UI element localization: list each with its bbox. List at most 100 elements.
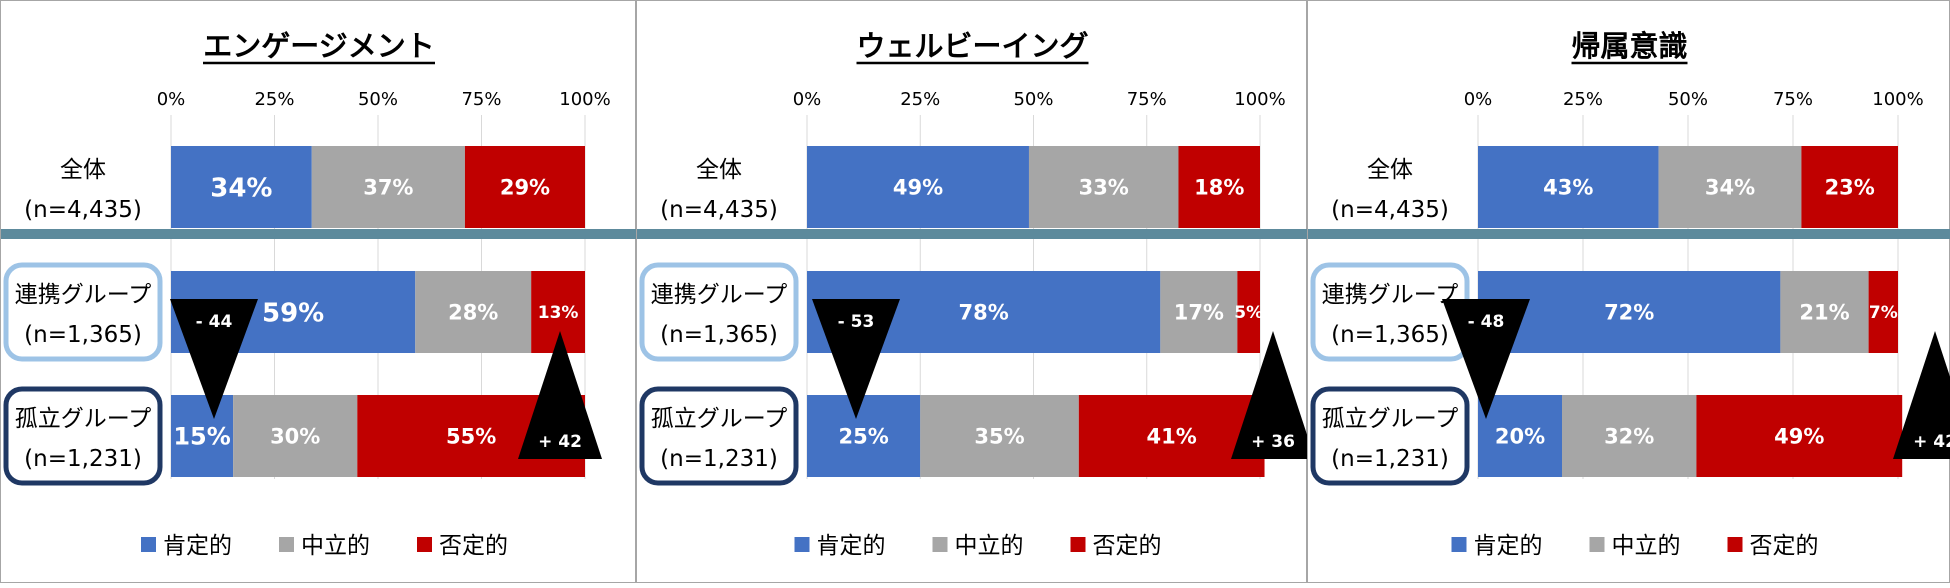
row-count-all: (n=4,435)	[1331, 197, 1449, 223]
data-label: 15%	[173, 423, 230, 451]
decrease-indicator	[1442, 299, 1530, 419]
data-label: 55%	[446, 425, 496, 449]
row-count-all: (n=4,435)	[660, 197, 778, 223]
isolated-group-label-box	[1310, 386, 1470, 486]
legend-label-neutral: 中立的	[301, 533, 370, 559]
row-label-allied: 連携グループ	[15, 282, 152, 308]
tick-label: 75%	[461, 89, 501, 110]
data-label: 20%	[1495, 425, 1545, 449]
allied-group-label-box	[3, 262, 163, 362]
data-label: 41%	[1147, 425, 1197, 449]
tick-label: 0%	[157, 89, 186, 110]
legend-swatch-neutral	[1589, 537, 1605, 552]
legend-label-negative: 否定的	[439, 533, 508, 559]
tick-label: 75%	[1773, 89, 1813, 110]
bar-all-positive	[1478, 146, 1659, 228]
divider-band	[1, 229, 637, 239]
legend-swatch-neutral	[279, 537, 294, 552]
data-label: 23%	[1825, 176, 1875, 200]
bar-all-positive	[807, 146, 1029, 228]
data-label: 78%	[959, 301, 1009, 325]
tick-label: 25%	[900, 89, 940, 110]
data-label: 5%	[1234, 303, 1263, 323]
divider-band	[637, 229, 1308, 239]
bar-isolated-positive	[171, 395, 234, 477]
isolated-group-label-box	[3, 386, 163, 486]
data-label: 30%	[270, 425, 320, 449]
data-label: 18%	[1194, 176, 1244, 200]
bar-allied-neutral	[1160, 271, 1238, 353]
row-label-allied: 連携グループ	[1322, 282, 1459, 308]
tick-label: 50%	[358, 89, 398, 110]
tick-label: 0%	[1464, 89, 1493, 110]
bar-all-neutral	[1028, 146, 1179, 228]
row-count-isolated: (n=1,231)	[24, 446, 142, 472]
bar-all-positive	[171, 146, 312, 228]
chart-title: エンゲージメント	[203, 29, 434, 63]
increase-indicator	[1893, 331, 1950, 459]
bar-isolated-negative	[1696, 395, 1903, 477]
legend-label-negative: 否定的	[1750, 533, 1819, 559]
row-count-allied: (n=1,365)	[660, 322, 778, 348]
row-count-allied: (n=1,365)	[24, 322, 142, 348]
tick-label: 100%	[1872, 89, 1923, 110]
legend-label-positive: 肯定的	[163, 533, 232, 559]
bar-allied-neutral	[415, 271, 532, 353]
data-label: 13%	[538, 303, 579, 323]
row-count-isolated: (n=1,231)	[1331, 446, 1449, 472]
bar-isolated-neutral	[233, 395, 358, 477]
bar-allied-negative	[1868, 271, 1898, 353]
data-label: 28%	[448, 301, 498, 325]
tick-label: 25%	[254, 89, 294, 110]
legend-swatch-negative	[1727, 537, 1743, 552]
data-label: 37%	[363, 176, 413, 200]
decrease-indicator	[812, 299, 900, 419]
data-label: 43%	[1543, 176, 1593, 200]
bar-isolated-positive	[1478, 395, 1562, 477]
legend-label-negative: 否定的	[1093, 533, 1162, 559]
bar-all-negative	[1178, 146, 1260, 228]
row-label-all: 全体	[1367, 157, 1413, 183]
data-label: 49%	[1774, 425, 1824, 449]
bar-all-negative	[464, 146, 585, 228]
tick-label: 50%	[1013, 89, 1053, 110]
tick-label: 75%	[1127, 89, 1167, 110]
bar-isolated-positive	[807, 395, 921, 477]
increase-label: + 42	[1913, 432, 1950, 452]
legend-label-neutral: 中立的	[955, 533, 1024, 559]
chart-svg: エンゲージメント 0% 25% 50% 75% 100% 全体 (n=4,435) 連携グループ…	[1, 29, 637, 559]
increase-label: + 36	[1251, 432, 1295, 452]
bar-isolated-neutral	[1562, 395, 1697, 477]
row-label-allied: 連携グループ	[651, 282, 788, 308]
data-label: 34%	[210, 173, 272, 203]
data-label: 7%	[1869, 303, 1898, 323]
bar-allied-negative	[1237, 271, 1260, 353]
row-label-all: 全体	[60, 157, 106, 183]
chart-svg: ウェルビーイング 0% 25% 50% 75% 100% 全体 (n=4,435) 連携グループ…	[637, 29, 1315, 559]
decrease-label: - 53	[838, 312, 875, 332]
tick-label: 100%	[559, 89, 610, 110]
decrease-label: - 44	[196, 312, 233, 332]
bar-all-negative	[1801, 146, 1898, 228]
data-label: 72%	[1604, 301, 1654, 325]
chart-panel-1: エンゲージメント 0% 25% 50% 75% 100% 全体 (n=4,435) 連携グループ…	[0, 0, 637, 583]
legend-swatch-positive	[141, 537, 156, 552]
legend-label-positive: 肯定的	[1474, 533, 1543, 559]
legend-swatch-positive	[1451, 537, 1467, 552]
data-label: 29%	[500, 176, 550, 200]
row-label-all: 全体	[696, 157, 742, 183]
bar-isolated-negative	[1078, 395, 1265, 477]
chart-title: 帰属意識	[1571, 29, 1687, 63]
increase-indicator	[1231, 331, 1315, 459]
increase-indicator	[518, 331, 602, 459]
row-label-isolated: 孤立グループ	[1322, 406, 1459, 432]
tick-label: 100%	[1234, 89, 1285, 110]
bar-all-neutral	[1658, 146, 1802, 228]
legend-swatch-negative	[1070, 537, 1086, 552]
data-label: 59%	[262, 298, 324, 328]
data-label: 25%	[838, 425, 888, 449]
data-label: 35%	[974, 425, 1024, 449]
tick-label: 0%	[793, 89, 822, 110]
divider-band	[1308, 229, 1950, 239]
